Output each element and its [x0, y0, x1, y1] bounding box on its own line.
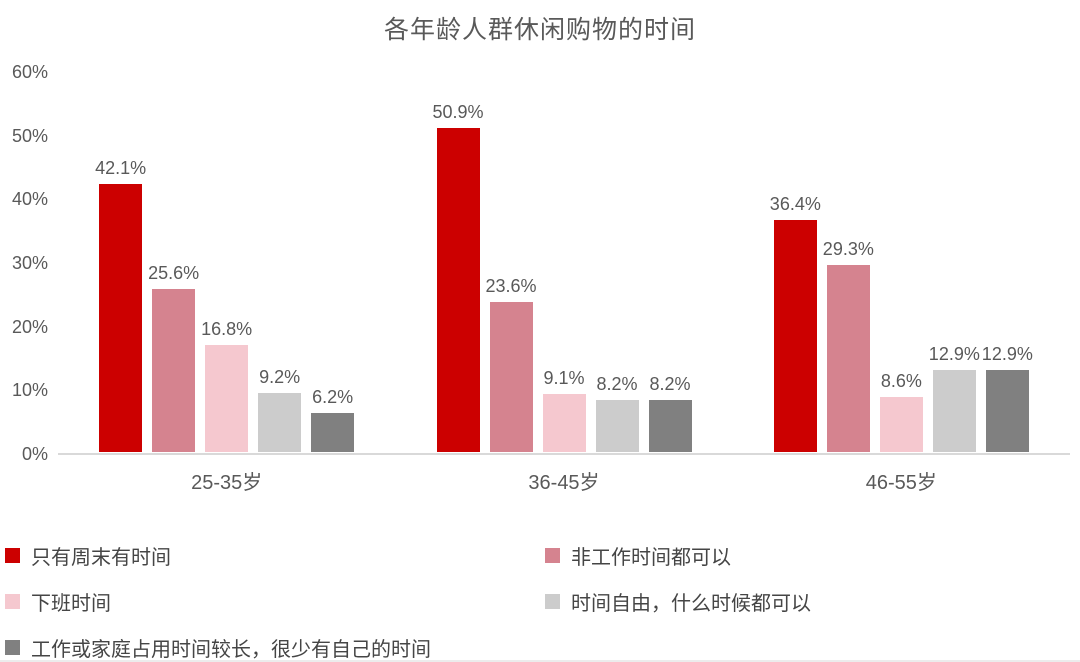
legend-item-series-4: 时间自由，什么时候都可以 [545, 590, 811, 615]
bar-data-label: 36.4% [769, 194, 821, 215]
legend-label: 下班时间 [31, 592, 111, 615]
chart-title: 各年龄人群休闲购物的时间 [383, 16, 696, 44]
y-axis-tick-label: 30% [11, 253, 48, 273]
bar-data-label: 9.1% [543, 368, 585, 389]
y-axis-tick-label: 10% [11, 380, 48, 401]
y-axis-tick-label: 20% [11, 316, 48, 337]
y-axis-tick-label: 50% [11, 125, 48, 146]
bar-series-3: 16.8% [201, 319, 252, 452]
legend-swatch-icon [5, 547, 20, 563]
bar-group-25-35岁: 42.1% 25.6% 16.8% 9.2% 6.2% [95, 158, 355, 452]
y-axis-tick-label: 60% [11, 62, 48, 82]
y-axis-tick-label: 0% [21, 444, 48, 464]
bar-series-3: 9.1% [542, 368, 586, 452]
bar-series-4: 8.2% [595, 374, 639, 452]
legend-label: 时间自由，什么时候都可以 [571, 592, 811, 615]
legend-label: 工作或家庭占用时间较长，很少有自己的时间 [31, 638, 431, 661]
bar-data-label: 12.9% [981, 343, 1033, 364]
bar-series-3: 8.6% [879, 371, 923, 452]
bar-data-label: 29.3% [822, 239, 874, 260]
bar-series-2: 23.6% [485, 276, 537, 452]
y-axis-tick-label: 40% [11, 189, 48, 210]
x-axis-category-label: 36-45岁 [528, 472, 600, 494]
bar-series-5: 12.9% [982, 344, 1033, 452]
legend-item-series-3: 下班时间 [5, 590, 111, 615]
bar-data-label: 25.6% [148, 263, 200, 284]
bar-data-label: 8.2% [649, 373, 691, 394]
bar-data-label: 8.6% [880, 371, 922, 392]
bar-series-4: 9.2% [258, 367, 302, 452]
bar-data-label: 6.2% [312, 386, 354, 407]
bar-data-label: 23.6% [485, 275, 537, 296]
legend-item-series-2: 非工作时间都可以 [545, 544, 731, 569]
legend-label: 非工作时间都可以 [571, 546, 731, 569]
bar-data-label: 12.9% [928, 343, 980, 364]
bar-group-46-55岁: 36.4% 29.3% 8.6% 12.9% 12.9% [770, 194, 1033, 452]
legend-item-series-5: 工作或家庭占用时间较长，很少有自己的时间 [5, 636, 431, 660]
x-axis-category-label: 46-55岁 [865, 472, 937, 494]
bar-group-36-45岁: 50.9% 23.6% 9.1% 8.2% 8.2% [432, 102, 692, 452]
bar-data-label: 16.8% [201, 319, 253, 340]
bar-series-4: 12.9% [929, 344, 980, 452]
bar-series-5: 8.2% [648, 374, 692, 452]
bar-series-1: 36.4% [770, 194, 821, 452]
legend-swatch-icon [545, 593, 560, 609]
x-axis-category-label: 25-35岁 [191, 472, 263, 494]
legend-swatch-icon [545, 547, 560, 563]
bar-series-5: 6.2% [311, 387, 355, 452]
legend-label: 只有周末有时间 [31, 546, 171, 569]
x-axis-line [58, 453, 1070, 455]
legend-swatch-icon [5, 639, 20, 655]
bar-data-label: 42.1% [95, 157, 147, 178]
bar-series-1: 42.1% [95, 158, 146, 452]
bar-data-label: 9.2% [259, 367, 301, 388]
bar-data-label: 50.9% [432, 101, 484, 122]
bar-series-1: 50.9% [432, 102, 484, 452]
bar-series-2: 25.6% [148, 263, 199, 452]
bar-data-label: 8.2% [596, 373, 638, 394]
legend-swatch-icon [5, 593, 20, 609]
bar-series-2: 29.3% [823, 239, 874, 452]
legend-item-series-1: 只有周末有时间 [5, 544, 171, 569]
